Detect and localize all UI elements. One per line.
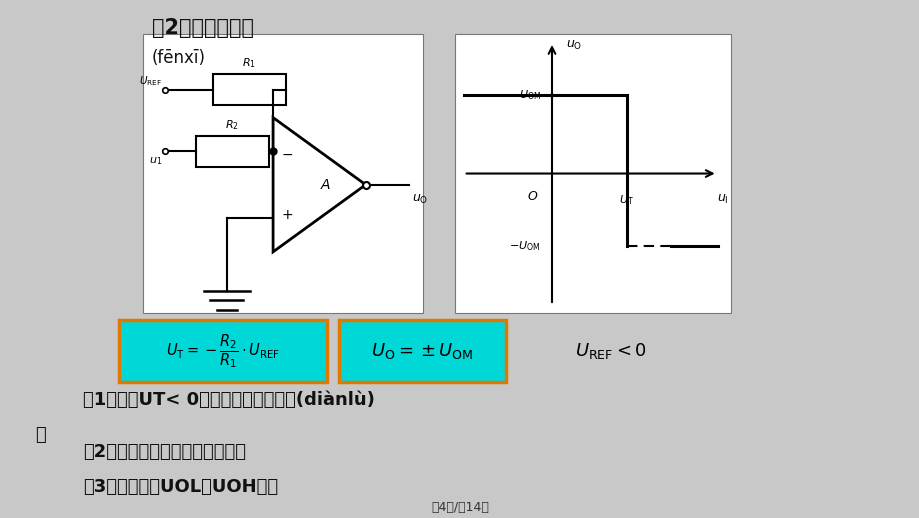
Text: 笥4页/冑14页: 笥4页/冑14页	[431, 501, 488, 514]
Text: $+$: $+$	[281, 208, 293, 223]
Text: （1）若要UT< 0，则应如何修改电路(diànlù): （1）若要UT< 0，则应如何修改电路(diànlù)	[83, 391, 374, 409]
Text: $U_{\mathrm{OM}}$: $U_{\mathrm{OM}}$	[518, 88, 540, 102]
Text: $R_2$: $R_2$	[225, 118, 239, 132]
Text: （3）若要改变UOL、UOH呢？: （3）若要改变UOL、UOH呢？	[83, 478, 278, 496]
Text: (fēnxī): (fēnxī)	[152, 49, 206, 67]
Text: （2）若要改变曲线跃变方向呢？: （2）若要改变曲线跃变方向呢？	[83, 443, 245, 461]
Bar	[196, 136, 268, 166]
Text: $U_{\mathrm{O}}=\pm U_{\mathrm{OM}}$: $U_{\mathrm{O}}=\pm U_{\mathrm{OM}}$	[371, 341, 473, 361]
Text: $u_1$: $u_1$	[149, 155, 162, 167]
Text: $U_{\mathrm{REF}}<0$: $U_{\mathrm{REF}}<0$	[574, 341, 646, 361]
Text: $u_{\mathrm{O}}$: $u_{\mathrm{O}}$	[565, 39, 582, 52]
Text: $U_{\mathrm{REF}}$: $U_{\mathrm{REF}}$	[139, 74, 162, 88]
Text: $U_{\mathrm{T}}$: $U_{\mathrm{T}}$	[618, 193, 633, 207]
FancyBboxPatch shape	[339, 320, 505, 382]
FancyBboxPatch shape	[119, 320, 326, 382]
Text: ？: ？	[35, 426, 46, 444]
Text: A: A	[320, 178, 329, 192]
FancyBboxPatch shape	[142, 34, 423, 313]
Text: $-$: $-$	[281, 147, 293, 161]
Text: $-U_{\mathrm{OM}}$: $-U_{\mathrm{OM}}$	[509, 239, 540, 253]
Text: $R_1$: $R_1$	[242, 56, 255, 70]
Text: $u_{\mathrm{O}}$: $u_{\mathrm{O}}$	[412, 193, 428, 206]
Text: $u_{\mathrm{I}}$: $u_{\mathrm{I}}$	[717, 193, 728, 206]
Text: （2）三要素分析: （2）三要素分析	[152, 18, 254, 38]
Text: $O$: $O$	[527, 190, 538, 203]
FancyBboxPatch shape	[455, 34, 731, 313]
Text: $U_{\mathrm{T}}=-\dfrac{R_2}{R_1}\cdot U_{\mathrm{REF}}$: $U_{\mathrm{T}}=-\dfrac{R_2}{R_1}\cdot U…	[165, 332, 279, 370]
Bar	[212, 74, 286, 105]
